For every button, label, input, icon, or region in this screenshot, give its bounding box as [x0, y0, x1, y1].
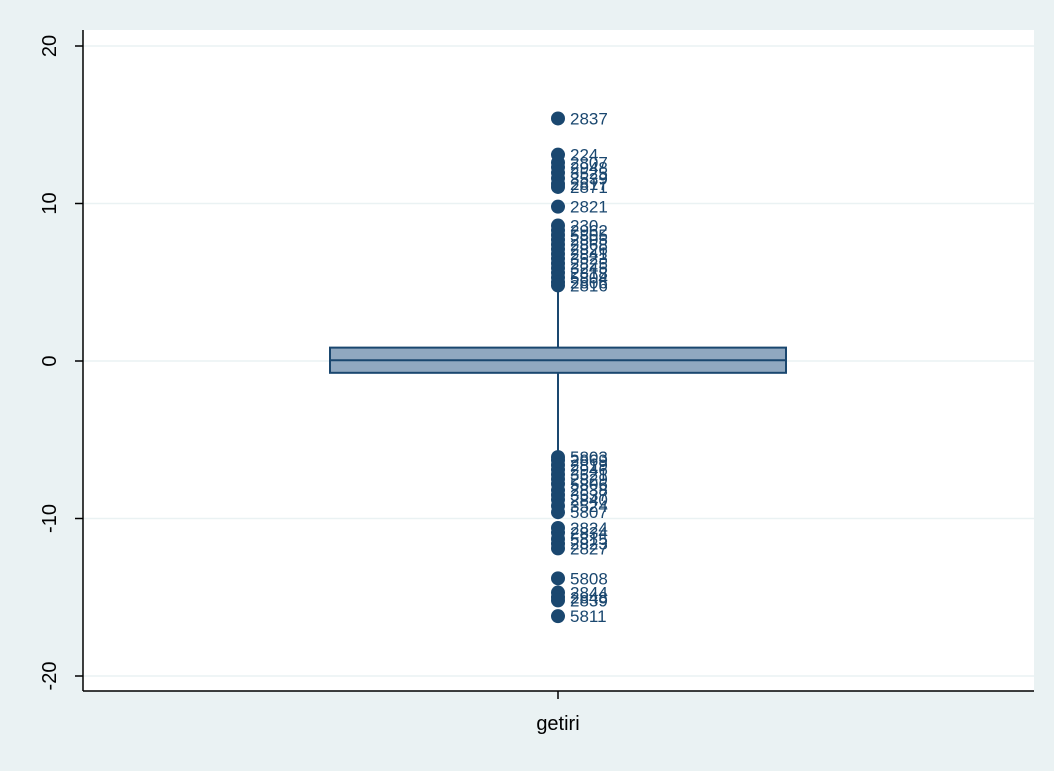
outlier-label: 3525 [570, 164, 608, 183]
outlier-label: 2837 [570, 109, 608, 128]
outlier-point [551, 111, 565, 126]
outlier-label: 230 [570, 217, 598, 236]
outlier-label: 5805 [570, 226, 608, 245]
outlier-point [551, 593, 565, 608]
outlier-label: 3523 [570, 250, 608, 269]
outlier-label: 2841 [570, 245, 608, 264]
y-tick-label: -10 [39, 504, 61, 533]
outlier-label: 5804 [570, 269, 608, 288]
x-categories: getiri [536, 691, 580, 735]
outlier-label: 5807 [570, 503, 608, 522]
outlier-point [551, 571, 565, 586]
boxplot [329, 285, 787, 454]
outlier-label: 2829 [570, 470, 608, 489]
outlier-label: 3521 [570, 465, 608, 484]
y-tick-label: -20 [39, 662, 61, 691]
outlier-label: 2869 [570, 451, 608, 470]
outliers: 2837224280729483525353928172871282123029… [551, 109, 608, 626]
outlier-label: 2817 [570, 175, 608, 194]
outlier-label: 2823 [570, 535, 608, 554]
outlier-label: 2948 [570, 158, 608, 177]
y-tick-label: 10 [39, 192, 61, 214]
outlier-label: 5811 [570, 607, 607, 626]
outlier-label: 2824 [570, 519, 608, 538]
outlier-label: 2871 [570, 178, 608, 197]
outlier-label: 2825 [570, 254, 608, 273]
outlier-label: 5806 [570, 475, 608, 494]
outlier-label: 2806 [570, 273, 608, 292]
outlier-label: 2946 [570, 461, 608, 480]
outlier-point [551, 179, 565, 194]
outlier-label: 2819 [570, 456, 608, 475]
outlier-label: 2826 [570, 240, 608, 259]
outlier-label: 2844 [570, 584, 608, 603]
outlier-label: 3245 [570, 259, 608, 278]
outlier-point [551, 541, 565, 556]
outlier-label: 5803 [570, 448, 608, 467]
outlier-point [551, 609, 565, 624]
outlier-label: 224 [570, 146, 598, 165]
outlier-label: 2821 [570, 198, 608, 217]
outlier-point [551, 505, 565, 520]
outlier-label: 2838 [570, 481, 608, 500]
outlier-label: 2807 [570, 154, 608, 173]
outlier-label: 2818 [570, 264, 608, 283]
x-category-label: getiri [536, 713, 579, 735]
y-tick-label: 20 [39, 35, 61, 57]
outlier-label: 2816 [570, 276, 608, 295]
y-ticks: -20 -10 0 10 20 [39, 35, 83, 691]
outlier-label: 2834 [570, 524, 608, 543]
outlier-label: 2839 [570, 591, 608, 610]
outlier-label: 2840 [570, 491, 608, 510]
outlier-label: 2805 [570, 231, 608, 250]
outlier-point [551, 199, 565, 214]
outlier-point [551, 278, 565, 293]
outlier-label: 2827 [570, 539, 608, 558]
outlier-label: 5815 [570, 530, 608, 549]
outlier-label: 2848 [570, 588, 608, 607]
outlier-label: 3539 [570, 169, 608, 188]
y-tick-label: 0 [39, 355, 61, 366]
outlier-label: 5808 [570, 569, 608, 588]
outlier-label: 2962 [570, 221, 608, 240]
outlier-label: 3537 [570, 486, 608, 505]
outlier-label: 2868 [570, 235, 608, 254]
outlier-label: 3524 [570, 497, 608, 516]
